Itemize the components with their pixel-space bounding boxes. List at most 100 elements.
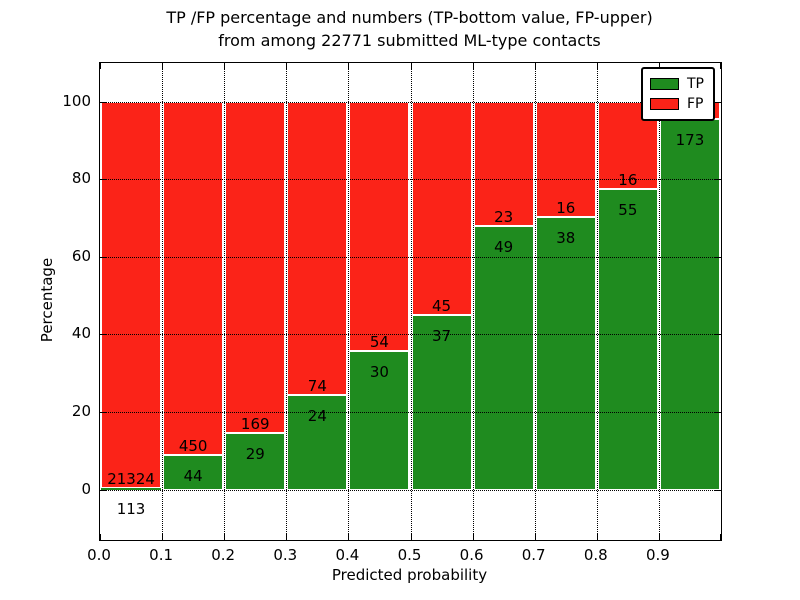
chart-title-line1: TP /FP percentage and numbers (TP-bottom…: [166, 8, 653, 27]
y-tick-mark: [100, 489, 106, 491]
fp-bar-segment: [349, 101, 410, 352]
stacked-bar-0.4: 54 30: [349, 63, 410, 540]
y-tick-mark: [100, 101, 106, 103]
x-tick-label: 0.1: [149, 546, 174, 564]
tp-bar-segment: [659, 118, 720, 490]
tp-bar-segment: [473, 225, 534, 490]
tp-count-label: 55: [618, 201, 638, 220]
tp-bar-segment: [349, 351, 410, 490]
fp-count-label: 16: [618, 171, 638, 190]
legend-entry-fp: FP: [650, 94, 704, 114]
tp-count-label: 38: [556, 228, 576, 247]
tp-bar-segment: [163, 455, 224, 490]
vertical-gridline: [162, 63, 164, 540]
tp-count-label: 113: [116, 499, 146, 518]
fp-count-label: 16: [556, 198, 576, 217]
x-tick-mark: [472, 534, 474, 540]
y-tick-label: 100: [62, 91, 91, 110]
legend-entry-tp: TP: [650, 74, 704, 94]
y-tick-mark: [715, 334, 721, 336]
vertical-gridline: [286, 63, 288, 540]
fp-color-swatch: [650, 98, 679, 110]
chart-title: TP /FP percentage and numbers (TP-bottom…: [99, 6, 720, 52]
tp-bar-segment: [287, 394, 348, 490]
x-tick-label: 0.0: [87, 546, 111, 564]
x-tick-mark: [720, 63, 721, 69]
fp-bar-segment: [411, 101, 472, 315]
x-axis-label: Predicted probability: [331, 566, 488, 584]
stacked-bar-0.9: 173: [659, 63, 720, 540]
x-tick-mark: [162, 63, 164, 69]
y-tick-mark: [100, 256, 106, 258]
x-tick-label: 0.9: [645, 546, 670, 564]
stacked-bar-0.2: 169 29: [225, 63, 286, 540]
tp-count-label: 37: [432, 326, 452, 345]
fp-bar-segment: [101, 101, 162, 488]
tp-count-label: 29: [245, 444, 265, 463]
x-tick-mark: [472, 63, 474, 69]
x-tick-mark: [224, 63, 226, 69]
fp-bar-segment: [287, 101, 348, 395]
y-tick-label: 0: [81, 479, 91, 498]
y-tick-mark: [100, 334, 106, 336]
x-tick-mark: [658, 63, 660, 69]
fp-bar-segment: [225, 101, 286, 433]
vertical-gridline: [534, 63, 536, 540]
y-tick-mark: [715, 256, 721, 258]
horizontal-gridline: [100, 412, 721, 414]
x-tick-mark: [410, 63, 412, 69]
x-tick-label: 0.8: [583, 546, 608, 564]
horizontal-gridline: [100, 334, 721, 336]
y-tick-label: 20: [71, 402, 91, 421]
x-tick-mark: [658, 534, 660, 540]
x-tick-mark: [224, 534, 226, 540]
y-tick-mark: [715, 489, 721, 491]
fp-count-label: 23: [494, 207, 514, 226]
legend: TP FP: [641, 67, 715, 121]
x-tick-mark: [348, 534, 350, 540]
vertical-gridline: [348, 63, 350, 540]
vertical-gridline: [472, 63, 474, 540]
tp-bar-segment: [411, 314, 472, 490]
y-tick-mark: [715, 179, 721, 181]
x-tick-label: 0.5: [397, 546, 422, 564]
horizontal-gridline: [100, 101, 721, 103]
x-tick-mark: [162, 534, 164, 540]
fp-count-label: 74: [307, 376, 327, 395]
fp-count-label: 54: [369, 333, 389, 352]
vertical-gridline: [224, 63, 226, 540]
vertical-gridline: [410, 63, 412, 540]
tp-bar-segment: [597, 189, 658, 490]
chart-title-line2: from among 22771 submitted ML-type conta…: [218, 31, 601, 50]
tp-count-label: 24: [307, 406, 327, 425]
tp-bar-segment: [101, 487, 162, 490]
horizontal-gridline: [100, 179, 721, 181]
x-tick-mark: [534, 534, 536, 540]
x-tick-mark: [286, 63, 288, 69]
vertical-gridline: [596, 63, 598, 540]
fp-bar-segment: [473, 101, 534, 226]
y-tick-label: 60: [71, 246, 91, 265]
tp-count-label: 49: [494, 237, 514, 256]
stacked-bar-0.0: 21324 113: [101, 63, 162, 540]
x-tick-label: 0.7: [521, 546, 546, 564]
x-tick-label: 0.6: [459, 546, 484, 564]
y-tick-mark: [715, 101, 721, 103]
fp-count-label: 45: [432, 296, 452, 315]
vertical-gridline: [658, 63, 660, 540]
stacked-bar-0.8: 16 55: [597, 63, 658, 540]
x-tick-mark: [286, 534, 288, 540]
x-tick-label: 0.4: [335, 546, 360, 564]
x-tick-mark: [720, 534, 721, 540]
horizontal-gridline: [100, 256, 721, 258]
tp-bar-segment: [535, 216, 596, 490]
fp-bar-segment: [535, 101, 596, 217]
legend-label-fp: FP: [687, 96, 704, 112]
y-tick-label: 80: [71, 169, 91, 188]
fp-bar-segment: [163, 101, 224, 456]
horizontal-gridline: [100, 489, 721, 491]
x-tick-mark: [100, 63, 101, 69]
x-tick-mark: [410, 534, 412, 540]
x-tick-label: 0.3: [273, 546, 298, 564]
